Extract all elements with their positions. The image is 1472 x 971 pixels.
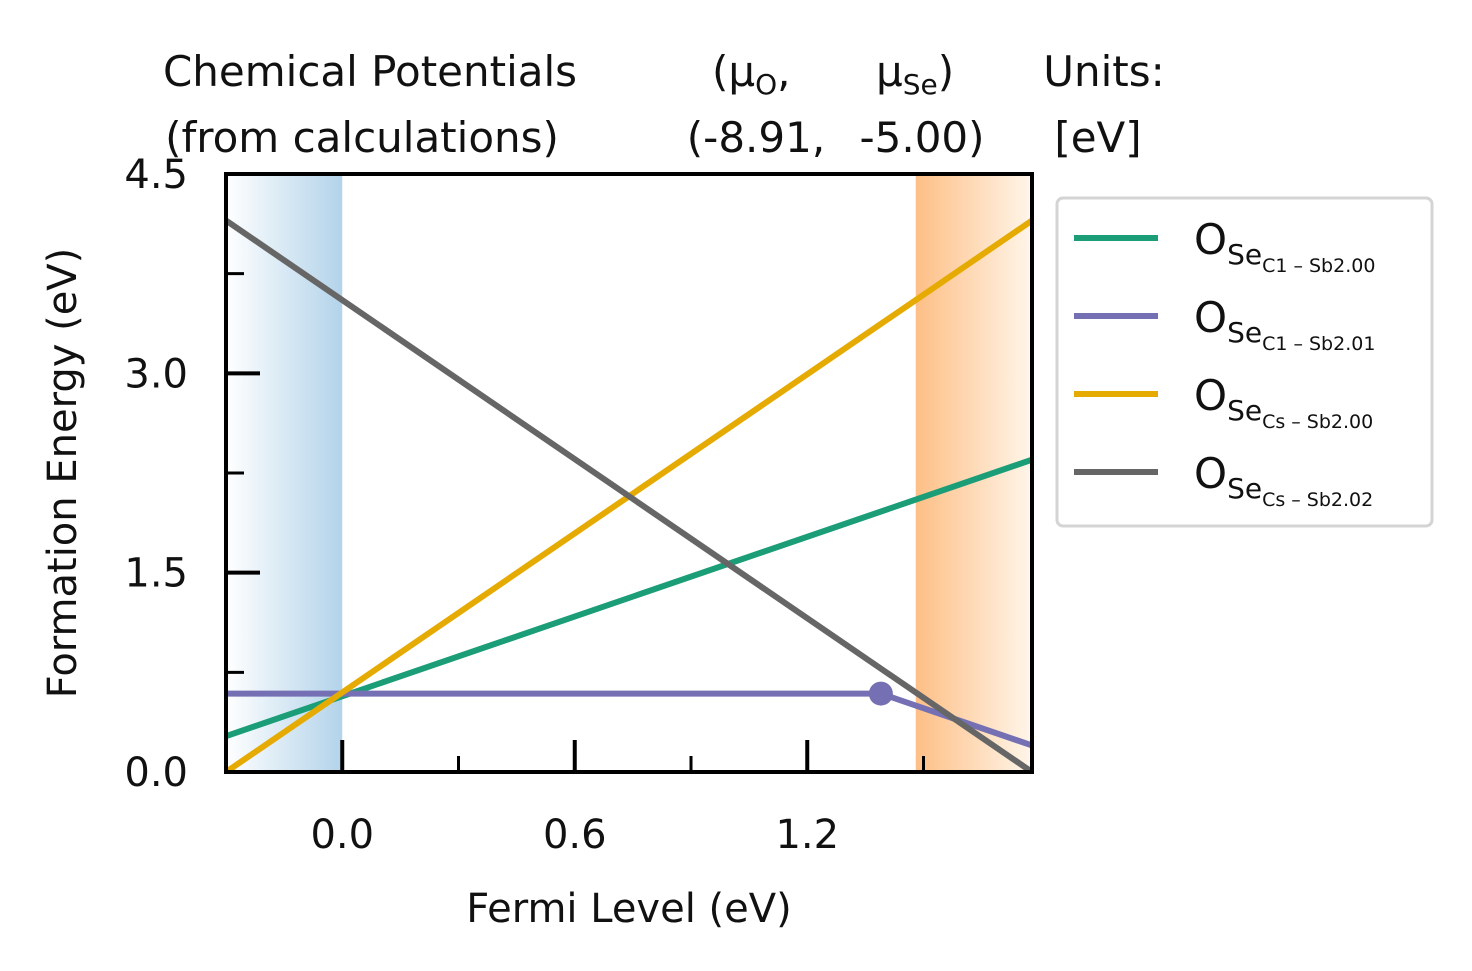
legend-entry-2: OSeCs – Sb2.00 <box>1074 371 1373 433</box>
mu-se-value: -5.00) <box>859 113 984 162</box>
y-tick-label-0: 0.0 <box>124 750 188 796</box>
y-axis-label: Formation Energy (eV) <box>40 248 86 699</box>
legend-label-3: OSeCs – Sb2.02 <box>1194 449 1373 511</box>
units-label: Units: <box>1043 47 1165 96</box>
chemical-potentials-header: Chemical Potentials (μO, μSe) Units: (fr… <box>163 47 1165 162</box>
y-tick-label-2: 3.0 <box>124 351 188 397</box>
legend-entry-3: OSeCs – Sb2.02 <box>1074 449 1373 511</box>
series-line-0 <box>226 456 1032 739</box>
legend-label-1: OSeC1 – Sb2.01 <box>1194 293 1375 355</box>
units-value: [eV] <box>1054 113 1141 162</box>
y-tick-label-3: 4.5 <box>124 152 188 198</box>
axis-ticks: 0.0 0.6 1.2 0.0 1.5 3.0 4.5 <box>124 152 925 858</box>
header-subtitle: (from calculations) <box>165 113 559 162</box>
mu-o-value: (-8.91, <box>687 113 825 162</box>
plot-background <box>226 174 1032 772</box>
y-tick-label-1: 1.5 <box>124 551 188 597</box>
legend-box <box>1055 196 1434 528</box>
valence-band-region <box>226 174 343 772</box>
legend: OSeC1 – Sb2.00 OSeC1 – Sb2.01 OSeCs – Sb2.… <box>1055 196 1434 528</box>
series-lines <box>226 218 1032 772</box>
series-line-3 <box>226 218 1032 772</box>
series-marker-1-0 <box>868 681 893 706</box>
mu-se-label: μSe) <box>876 47 954 101</box>
legend-label-0: OSeC1 – Sb2.00 <box>1194 215 1375 277</box>
legend-label-2: OSeCs – Sb2.00 <box>1194 371 1373 433</box>
x-tick-label-2: 1.2 <box>775 812 839 858</box>
conduction-band-region <box>915 174 1032 772</box>
legend-entry-1: OSeC1 – Sb2.01 <box>1074 293 1375 355</box>
series-markers <box>868 681 893 706</box>
legend-entry-0: OSeC1 – Sb2.00 <box>1074 215 1375 277</box>
header-title: Chemical Potentials <box>163 47 577 96</box>
x-axis-label: Fermi Level (eV) <box>466 886 791 932</box>
mu-o-label: (μO, <box>712 47 791 101</box>
x-tick-label-1: 0.6 <box>543 812 607 858</box>
x-tick-label-0: 0.0 <box>310 812 374 858</box>
